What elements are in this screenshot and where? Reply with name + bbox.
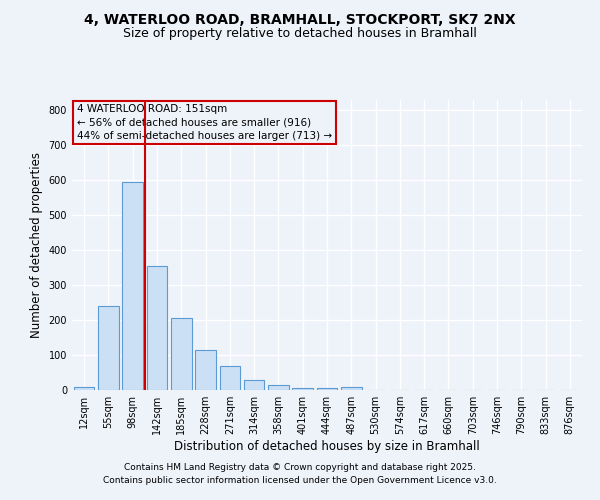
X-axis label: Distribution of detached houses by size in Bramhall: Distribution of detached houses by size …	[174, 440, 480, 453]
Bar	[317, 388, 337, 390]
Bar	[74, 387, 94, 390]
Bar	[244, 380, 265, 390]
Text: 4 WATERLOO ROAD: 151sqm
← 56% of detached houses are smaller (916)
44% of semi-d: 4 WATERLOO ROAD: 151sqm ← 56% of detache…	[77, 104, 332, 141]
Bar	[292, 388, 313, 390]
Bar	[146, 266, 167, 390]
Bar	[341, 387, 362, 390]
Text: Size of property relative to detached houses in Bramhall: Size of property relative to detached ho…	[123, 28, 477, 40]
Text: 4, WATERLOO ROAD, BRAMHALL, STOCKPORT, SK7 2NX: 4, WATERLOO ROAD, BRAMHALL, STOCKPORT, S…	[84, 12, 516, 26]
Y-axis label: Number of detached properties: Number of detached properties	[30, 152, 43, 338]
Bar	[268, 385, 289, 390]
Bar	[122, 182, 143, 390]
Bar	[195, 350, 216, 390]
Bar	[171, 318, 191, 390]
Text: Contains public sector information licensed under the Open Government Licence v3: Contains public sector information licen…	[103, 476, 497, 485]
Bar	[98, 306, 119, 390]
Bar	[220, 366, 240, 390]
Text: Contains HM Land Registry data © Crown copyright and database right 2025.: Contains HM Land Registry data © Crown c…	[124, 464, 476, 472]
